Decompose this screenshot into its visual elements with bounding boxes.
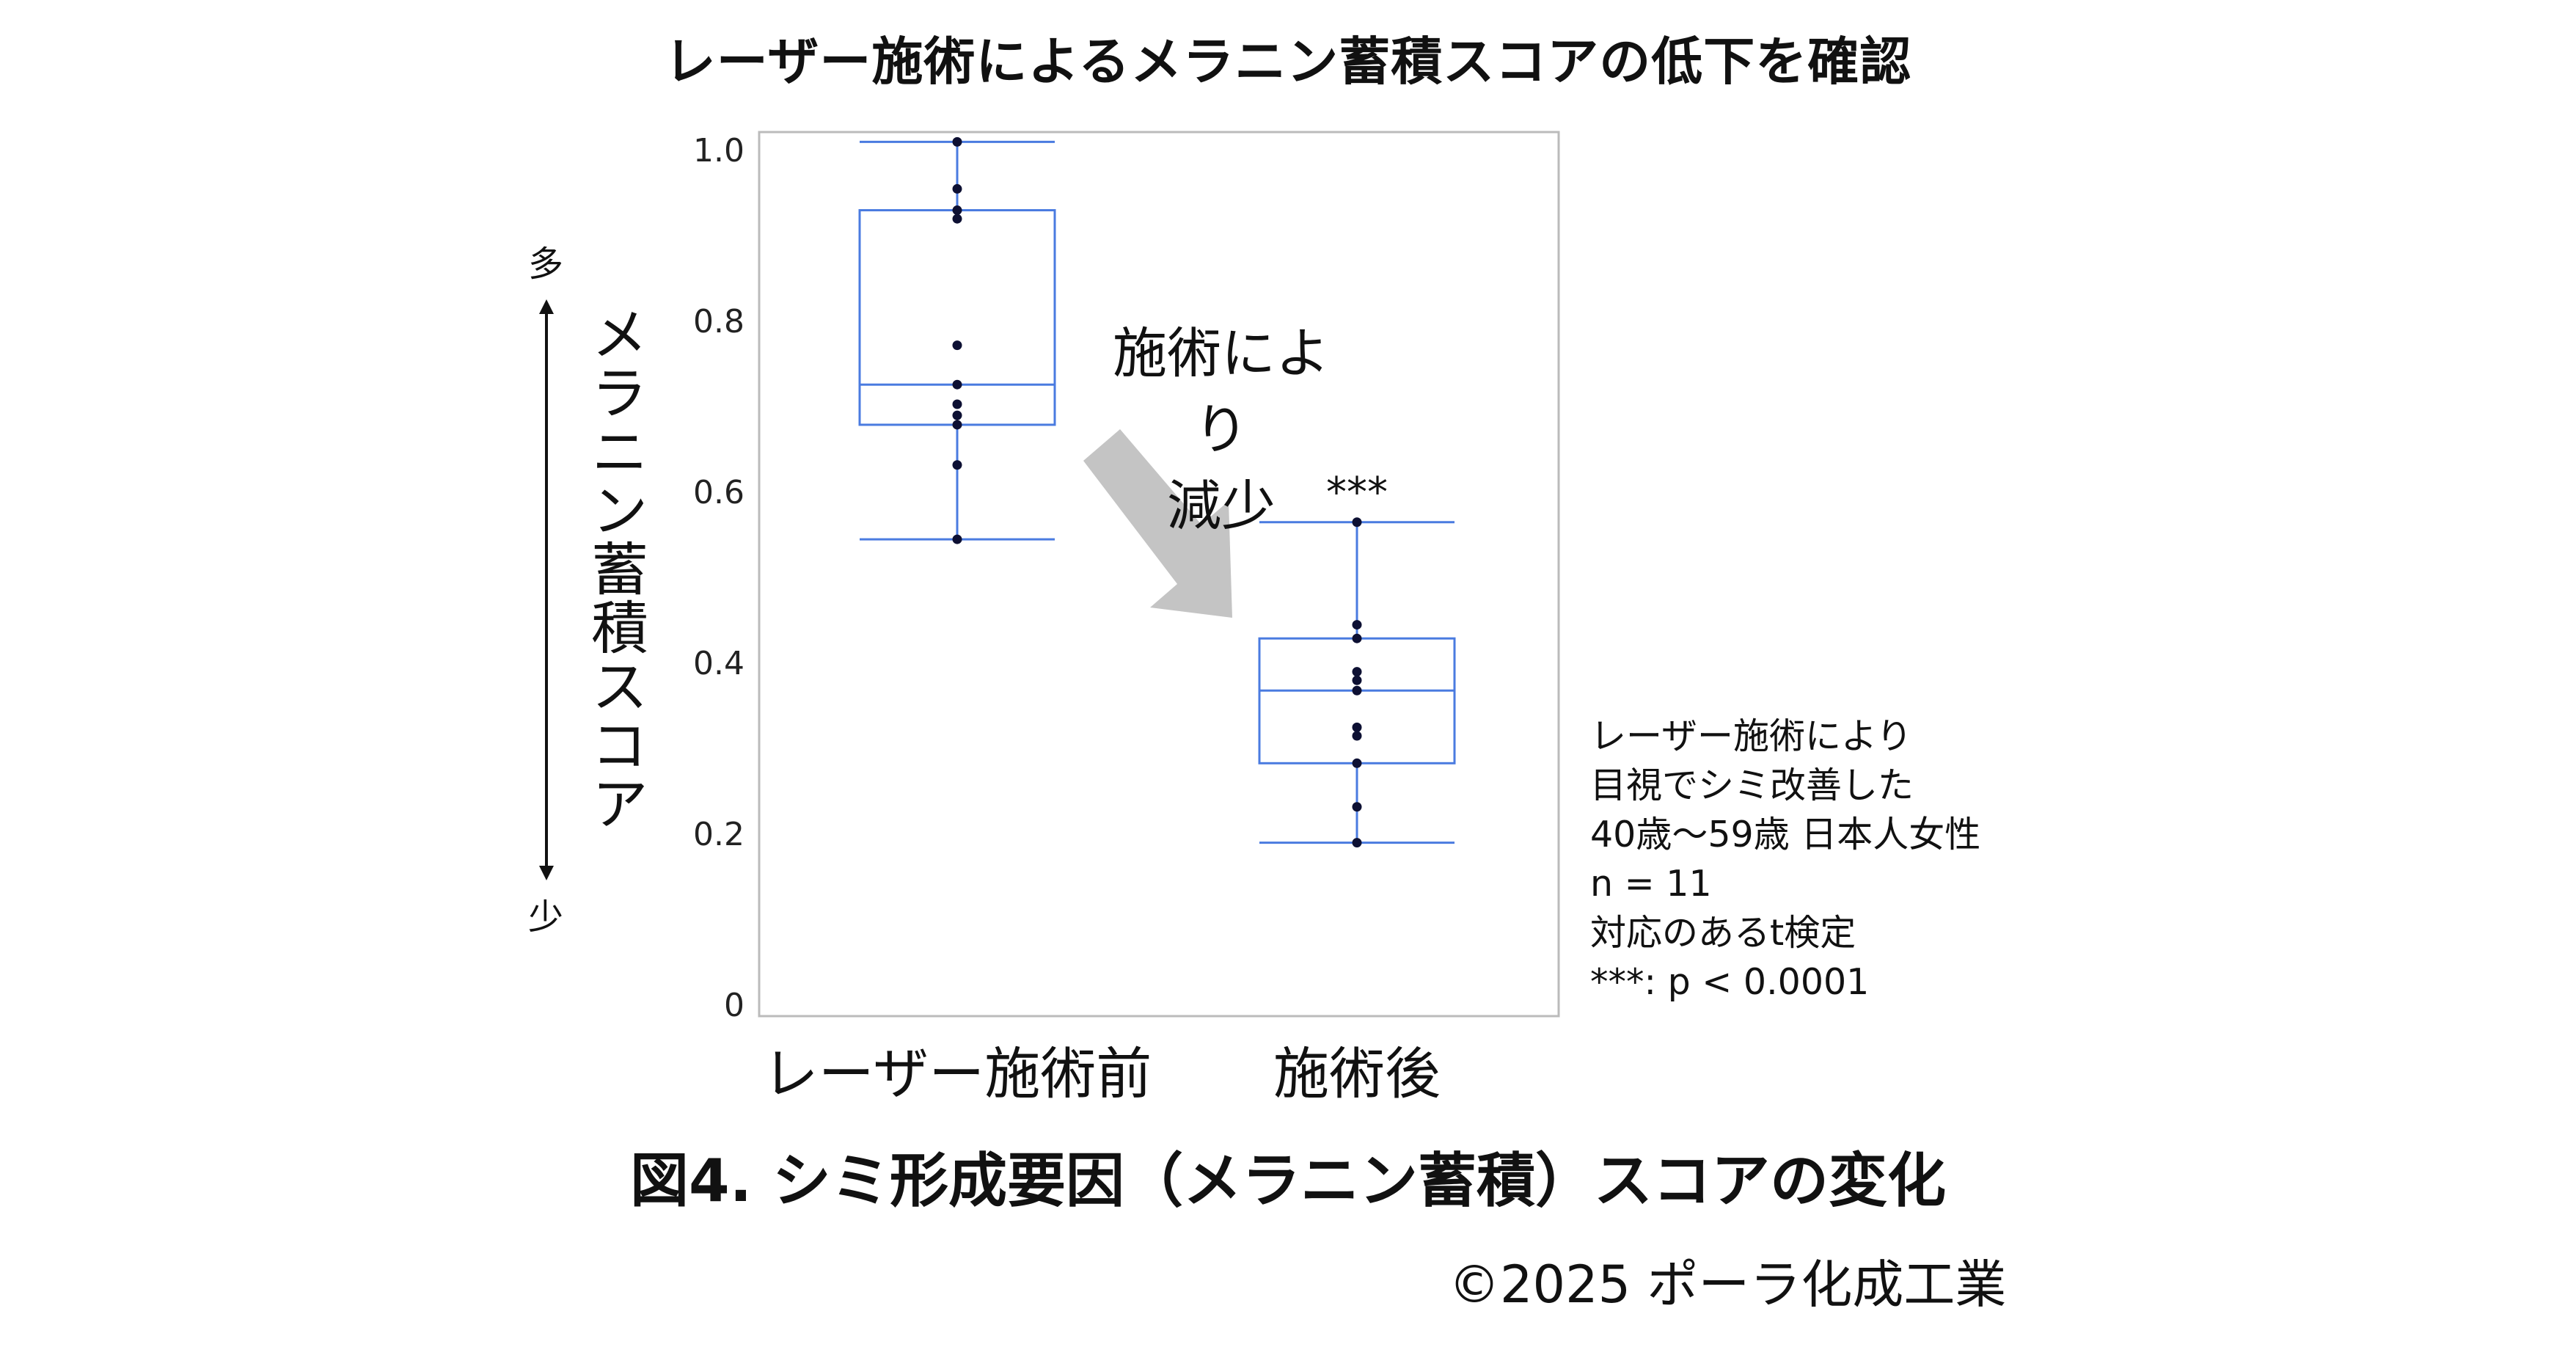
box-iqr — [858, 209, 1056, 426]
study-notes: レーザー施術により 目視でシミ改善した 40歳～59歳 日本人女性 n = 11… — [1590, 712, 1980, 1007]
data-point — [952, 183, 962, 194]
x-category-label: レーザー施術前 — [763, 1041, 1152, 1106]
data-point — [952, 420, 962, 430]
copyright: ©2025 ポーラ化成工業 — [1449, 1255, 2007, 1315]
data-point — [952, 205, 962, 216]
data-point — [1352, 633, 1362, 643]
data-point — [952, 340, 962, 351]
page-title: レーザー施術によるメラニン蓄積スコアの低下を確認 — [664, 32, 1912, 92]
y-axis-more-label: 多 — [528, 244, 564, 285]
note-line: n = 11 — [1590, 863, 1712, 905]
y-tick-label: 0 — [724, 987, 744, 1024]
y-axis-title: メラニン蓄積スコア — [582, 304, 648, 833]
data-point — [952, 136, 962, 147]
data-point — [1352, 838, 1362, 848]
note-line: ***: p < 0.0001 — [1590, 961, 1870, 1003]
data-point — [1352, 685, 1362, 696]
data-point — [1352, 667, 1362, 677]
annotation-line-1: 施術により — [1113, 322, 1330, 461]
y-tick-label: 0.2 — [693, 816, 744, 853]
data-point — [952, 460, 962, 470]
x-category-label: 施術後 — [1273, 1041, 1441, 1106]
y-tick-label: 0.6 — [693, 474, 744, 511]
note-line: 40歳～59歳 日本人女性 — [1590, 814, 1981, 855]
data-point — [952, 534, 962, 544]
annotation-line-2: 減少 — [1167, 475, 1276, 538]
data-point — [952, 379, 962, 390]
note-line: 目視でシミ改善した — [1590, 764, 1914, 806]
y-axis-less-label: 少 — [528, 897, 564, 938]
data-point — [1352, 758, 1362, 768]
data-point — [952, 213, 962, 224]
y-tick-label: 0.4 — [693, 645, 744, 682]
data-point — [952, 399, 962, 409]
note-line: 対応のあるt検定 — [1590, 912, 1856, 954]
data-point — [952, 410, 962, 420]
note-line: レーザー施術により — [1590, 715, 1913, 757]
box-iqr — [1258, 637, 1456, 764]
y-tick-label: 1.0 — [693, 132, 744, 169]
data-point — [1352, 517, 1362, 528]
data-point — [1352, 802, 1362, 812]
data-point — [1352, 620, 1362, 630]
data-point — [1352, 722, 1362, 732]
decrease-arrow — [1083, 429, 1232, 618]
decrease-annotation: 施術により 減少 — [1097, 315, 1346, 544]
data-point — [1352, 731, 1362, 741]
plot-frame — [758, 131, 1560, 1018]
significance-label: *** — [1326, 469, 1388, 516]
y-tick-label: 0.8 — [693, 303, 744, 340]
figure-caption: 図4. シミ形成要因（メラニン蓄積）スコアの変化 — [630, 1147, 1946, 1215]
data-point — [1352, 675, 1362, 685]
